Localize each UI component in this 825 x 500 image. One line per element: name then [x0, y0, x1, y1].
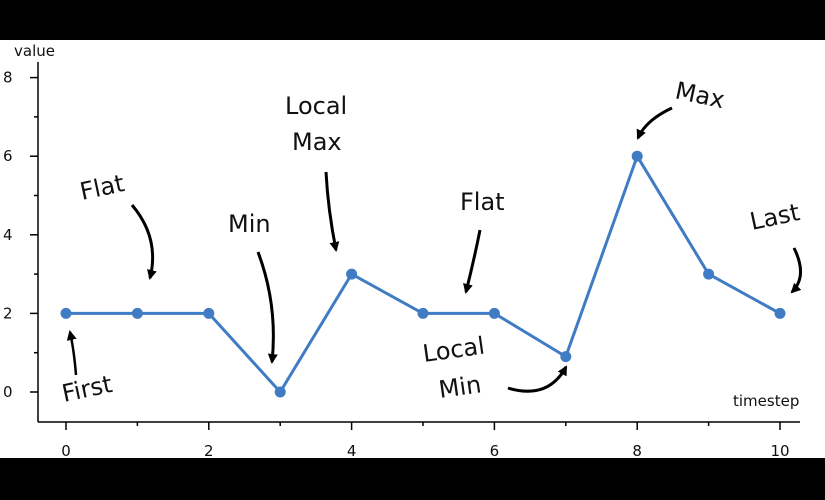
data-point	[631, 150, 643, 162]
annotation-local-min-line2: Min	[437, 370, 483, 404]
annotation-flat-1: Flat	[77, 169, 126, 206]
data-point	[203, 307, 215, 319]
series-points	[60, 150, 786, 398]
line-chart: 0 2 4 6 8 0 2 4 6 8 10 value timestep Flat Min Lo…	[0, 40, 825, 460]
data-point	[417, 307, 429, 319]
annotation-min: Min	[228, 210, 271, 238]
y-ticks: 0 2 4 6 8	[3, 69, 38, 401]
annotation-local-max-arrow	[324, 171, 340, 252]
annotation-flat-2-arrow	[463, 229, 482, 294]
x-tick-label: 2	[204, 442, 214, 458]
y-tick-label: 2	[3, 304, 13, 322]
annotation-first-arrow	[66, 330, 78, 376]
data-point	[131, 307, 143, 319]
data-point	[346, 268, 358, 280]
y-tick-label: 8	[3, 69, 13, 87]
annotation-flat-2: Flat	[460, 188, 505, 216]
annotation-last-arrow	[790, 247, 802, 294]
annotation-first: First	[59, 370, 114, 408]
x-tick-label: 0	[61, 442, 71, 458]
chart-svg: 0 2 4 6 8 0 2 4 6 8 10 value timestep Flat Min Lo…	[3, 42, 802, 460]
annotation-local-max-line1: Local	[285, 92, 347, 120]
x-tick-label: 10	[770, 442, 789, 458]
annotation-local-min-line1: Local	[421, 332, 486, 368]
annotation-flat-1-arrow	[130, 204, 157, 280]
x-tick-label: 4	[347, 442, 357, 458]
data-point	[274, 386, 286, 398]
y-tick-label: 6	[3, 147, 13, 165]
x-tick-label: 6	[490, 442, 500, 458]
annotation-max: Max	[673, 76, 727, 114]
data-point	[60, 307, 72, 319]
annotation-local-max-line2: Max	[292, 128, 342, 156]
data-point	[488, 307, 500, 319]
data-point	[560, 351, 572, 363]
data-point	[774, 307, 786, 319]
annotation-min-arrow	[256, 251, 278, 364]
x-tick-label: 8	[632, 442, 642, 458]
y-axis-label: value	[14, 42, 55, 60]
annotation-max-arrow	[636, 106, 673, 140]
annotation-local-min-arrow	[507, 365, 568, 393]
y-tick-label: 0	[3, 383, 13, 401]
y-tick-label: 4	[3, 226, 13, 244]
data-point	[703, 268, 715, 280]
x-axis-label: timestep	[733, 392, 799, 410]
annotation-last: Last	[747, 198, 802, 236]
x-ticks: 0 2 4 6 8 10	[61, 422, 790, 460]
